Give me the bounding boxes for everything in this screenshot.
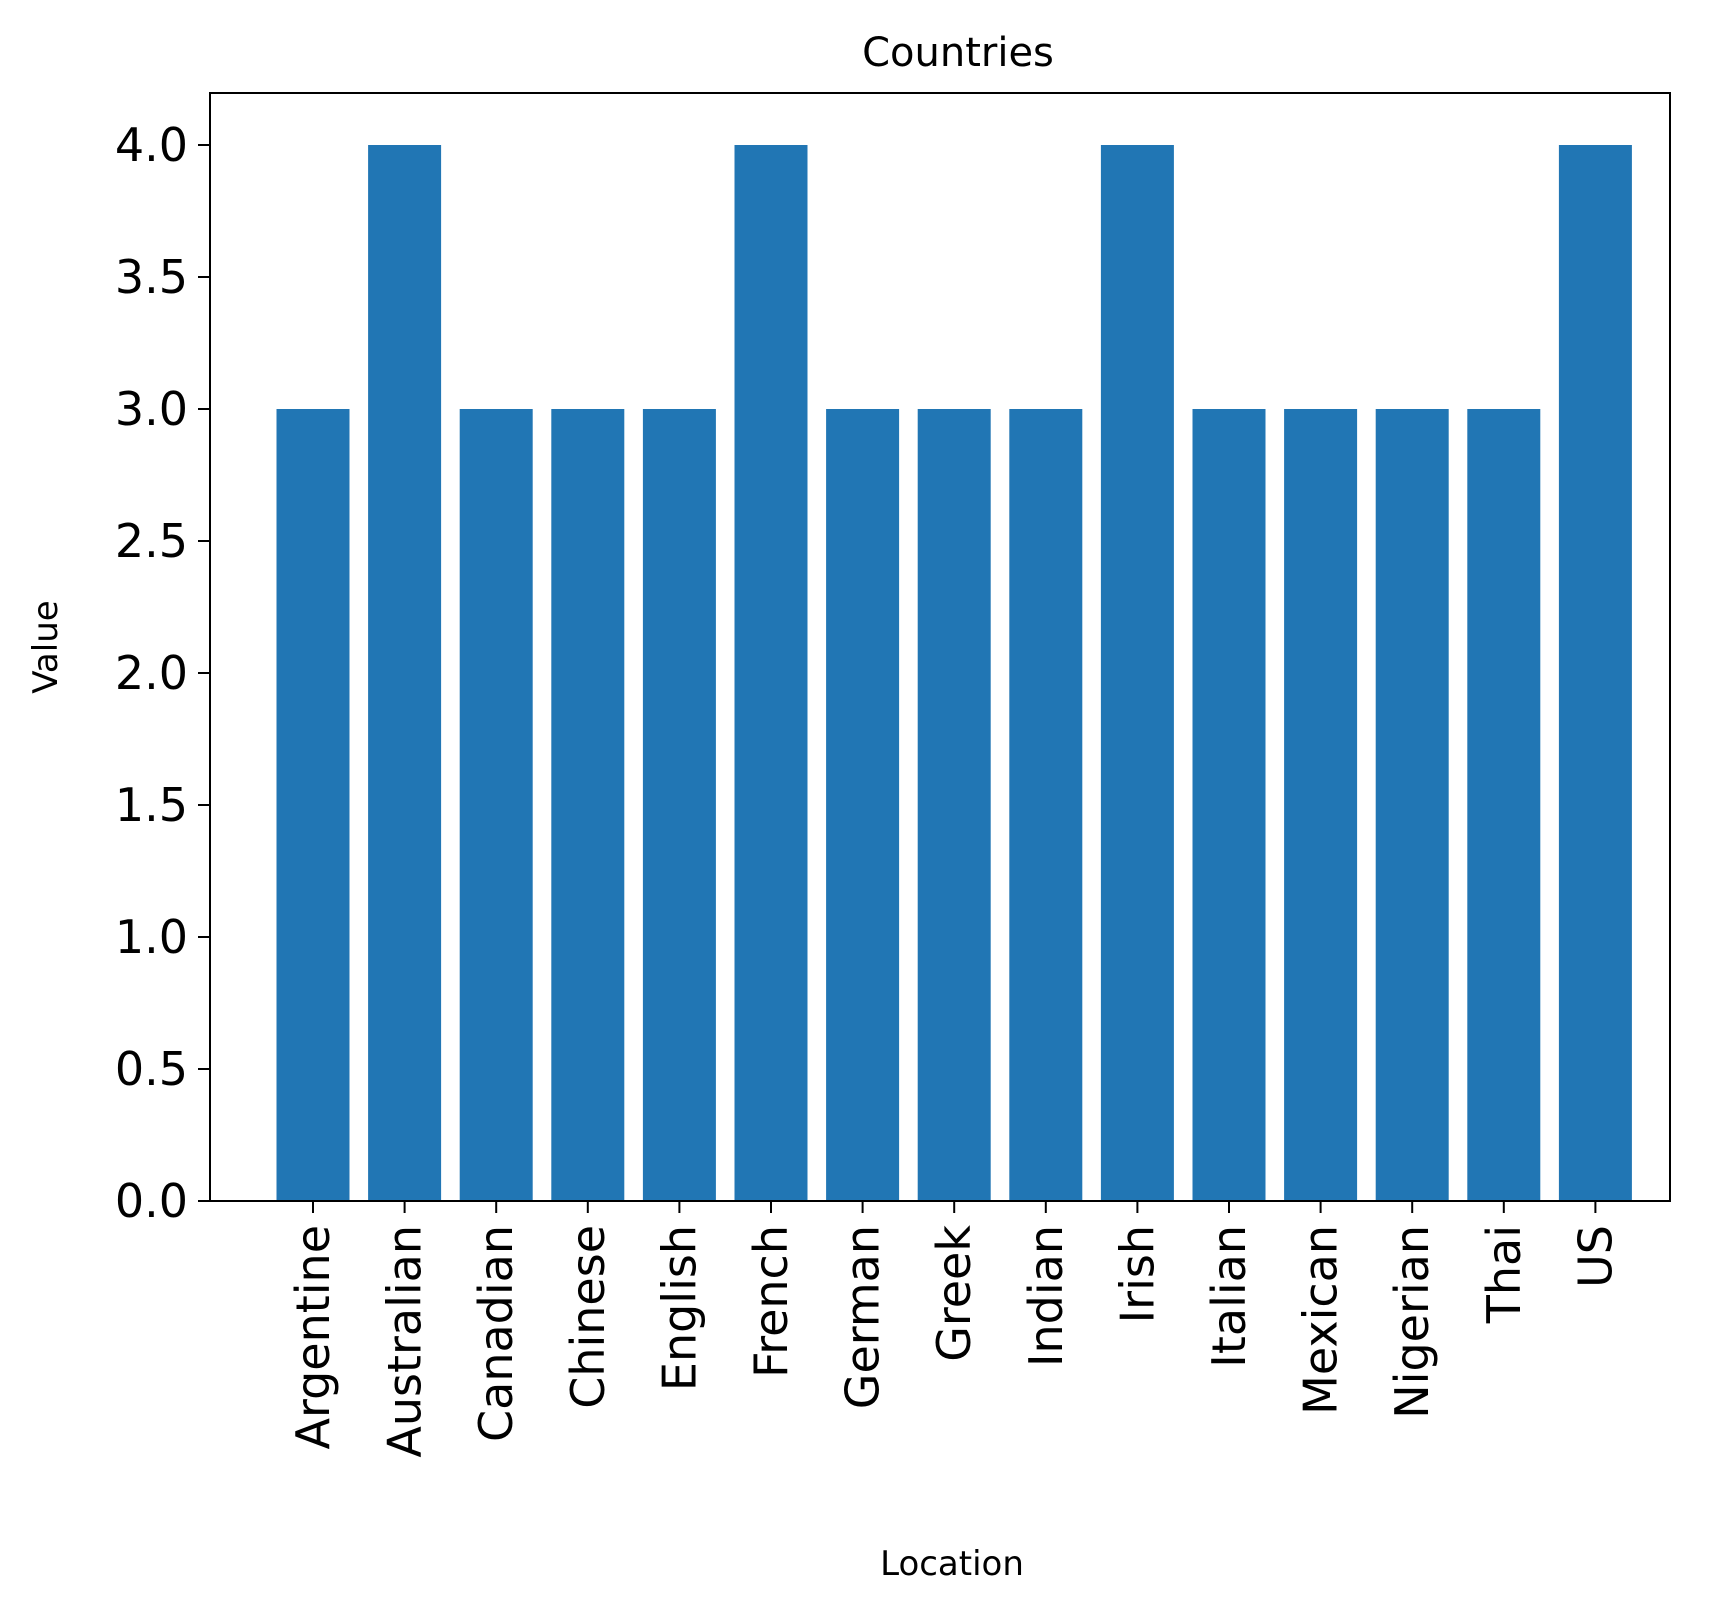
bar-german: [826, 409, 900, 1201]
x-tick-label: Thai: [1477, 1225, 1531, 1324]
y-axis: 0.0 0.5 1.0 1.5 2.0 2.5 3.0 3.5 4.0: [115, 118, 210, 1228]
x-tick-label: US: [1568, 1225, 1622, 1288]
x-tick-label: Irish: [1110, 1225, 1164, 1323]
y-axis-label: Value: [26, 600, 66, 693]
y-tick-label: 1.5: [115, 778, 188, 832]
bar-english: [642, 409, 716, 1201]
bar-chinese: [551, 409, 625, 1201]
y-tick-label: 2.5: [115, 514, 188, 568]
x-tick-label: Canadian: [469, 1225, 523, 1442]
chart-title: Countries: [862, 30, 1054, 76]
bar-indian: [1009, 409, 1083, 1201]
bar-french: [734, 145, 808, 1201]
x-tick-label: Greek: [927, 1225, 981, 1362]
x-tick-label: French: [744, 1225, 798, 1378]
bar-argentine: [276, 409, 350, 1201]
x-tick-label: Australian: [378, 1225, 432, 1458]
x-axis: Argentine Australian Canadian Chinese Englis…: [286, 1201, 1622, 1458]
x-tick-label: Italian: [1202, 1225, 1256, 1368]
y-tick-label: 3.5: [115, 250, 188, 304]
x-tick-label: Mexican: [1294, 1225, 1348, 1415]
bar-us: [1558, 145, 1632, 1201]
bar-mexican: [1284, 409, 1358, 1201]
bar-nigerian: [1375, 409, 1449, 1201]
x-axis-label: Location: [880, 1544, 1024, 1584]
x-tick-label: Argentine: [286, 1225, 340, 1450]
bar-greek: [917, 409, 991, 1201]
y-tick-label: 4.0: [115, 118, 188, 172]
bar-thai: [1467, 409, 1541, 1201]
plot-frame: [209, 92, 1671, 1202]
y-tick-label: 2.0: [115, 646, 188, 700]
bar-australian: [368, 145, 442, 1201]
y-tick-label: 3.0: [115, 382, 188, 436]
bar-canadian: [459, 409, 533, 1201]
x-tick-label: Indian: [1019, 1225, 1073, 1367]
bar-italian: [1192, 409, 1266, 1201]
x-tick-label: Chinese: [561, 1225, 615, 1409]
y-tick-label: 1.0: [115, 910, 188, 964]
y-tick-label: 0.5: [115, 1042, 188, 1096]
x-tick-label: English: [652, 1225, 706, 1391]
bars-group: [276, 145, 1632, 1201]
x-tick-label: German: [836, 1225, 890, 1409]
y-tick-label: 0.0: [115, 1174, 188, 1228]
bar-irish: [1100, 145, 1174, 1201]
x-tick-label: Nigerian: [1385, 1225, 1439, 1419]
